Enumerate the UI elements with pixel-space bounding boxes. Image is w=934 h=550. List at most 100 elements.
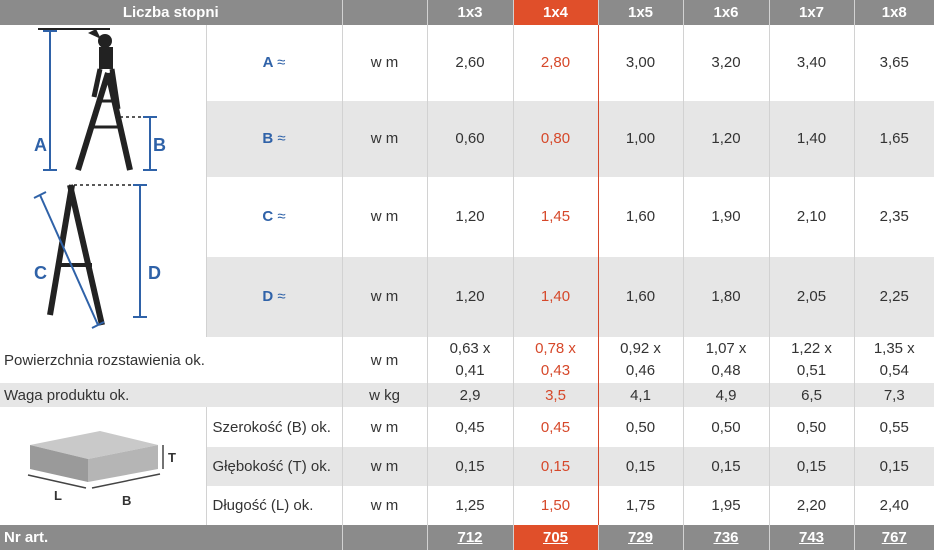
value-cell: 1,07 x 0,48 [683,337,770,383]
value-cell: 0,50 [598,407,684,448]
unit-cell: w m [342,100,428,177]
value-cell: 2,35 [879,208,909,226]
value-cell: 1,00 [598,100,684,177]
value-cell: 3,65 [879,54,909,72]
table-row: D ≈ w m 1,20 1,40 1,60 1,80 2,05 2,25 [0,256,934,337]
col-header: 1x5 [598,0,684,25]
value-cell-highlighted: 1,50 [512,486,599,525]
unit-cell: w m [342,256,428,337]
value-cell-highlighted: 1,45 [512,176,599,257]
value-cell: 2,20 [769,486,855,525]
value-cell-highlighted: 3,5 [512,383,599,407]
value-cell: 3,00 [598,25,684,101]
value-cell: 1,35 x 0,54 [873,340,915,379]
article-cell: 743 [769,525,855,550]
value-cell: 0,15 [769,447,855,486]
unit-cell: w m [342,176,428,257]
value-cell-highlighted: 2,80 [512,25,599,101]
value-cell: 0,92 x 0,46 [598,337,684,383]
article-cell: 767 [854,525,934,550]
value-cell: 7,3 [854,383,934,407]
header-label: Liczba stopni [0,0,343,25]
value-cell: 4,1 [598,383,684,407]
article-link[interactable]: 767 [881,529,907,546]
value-cell: 1,22 x 0,51 [769,337,855,383]
value-cell: 1,40 [769,100,855,177]
value-cell: 2,05 [769,256,855,337]
article-cell: 736 [683,525,770,550]
value-cell-highlighted: 0,78 x 0,43 [512,337,599,383]
value-cell: 0,60 [427,100,514,177]
value-cell: 1,65 [854,100,934,177]
value-cell: 1,80 [683,256,770,337]
value-cell: 1,60 [598,256,684,337]
value-cell: 3,20 [683,25,770,101]
value-cell-highlighted: 1,40 [512,256,599,337]
value-cell: 1,25 [427,486,514,525]
table-row: Głębokość (T) ok. w m 0,15 0,15 0,15 0,1… [0,447,934,486]
article-link[interactable]: 736 [713,529,739,546]
value-cell: 0,15 [427,447,514,486]
row-label-length: Długość (L) ok. [206,486,343,525]
value-cell-highlighted: 0,45 [512,407,599,448]
value-cell: 0,50 [769,407,855,448]
value-cell: 1,90 [683,176,770,257]
value-cell: 0,15 [683,447,770,486]
col-header-highlighted: 1x4 [513,0,599,25]
row-label-depth: Głębokość (T) ok. [206,447,343,486]
value-cell: 1,20 [683,100,770,177]
row-label-a: A ≈ [206,25,343,101]
package-diagram-svg: T L B [27,431,176,508]
table-row: Powierzchnia rozstawienia ok. w m 0,63 x… [0,337,934,383]
value-cell: 2,10 [769,176,855,257]
value-cell: 4,9 [683,383,770,407]
package-diagram: T L B [0,407,207,525]
article-cell: 729 [598,525,684,550]
value-cell: 2,40 [879,497,909,514]
unit-cell: w m [342,407,428,448]
table-row: T L B Szerokość (B) ok. w m 0,45 0,45 0,… [0,407,934,525]
value-cell: 0,55 [879,418,909,436]
value-cell: 3,40 [769,25,855,101]
value-cell: 0,15 [854,447,934,486]
col-header: 1x7 [769,0,855,25]
unit-cell: w m [342,447,428,486]
article-link[interactable]: 705 [542,529,569,546]
article-link[interactable]: 729 [627,529,654,546]
col-header: 1x6 [683,0,770,25]
value-cell-highlighted: 0,80 [512,100,599,177]
footer-unit-blank [342,525,428,550]
table-row: Długość (L) ok. w m 1,25 1,50 1,75 1,95 … [0,486,934,525]
article-cell-highlighted: 705 [513,525,599,550]
row-label-b: B ≈ [206,100,343,177]
article-link[interactable]: 743 [798,529,825,546]
value-cell: 0,15 [598,447,684,486]
dim-letter: L [54,488,62,503]
article-cell: 712 [427,525,514,550]
value-cell: 0,45 [427,407,514,448]
header-unit-blank [342,0,428,25]
value-cell: 2,25 [854,256,934,337]
table-row: A B [0,25,934,337]
row-label-d: D ≈ [206,256,343,337]
footer-row: Nr art. 712 705 729 736 743 767 [0,525,934,550]
value-cell: 0,50 [683,407,770,448]
value-cell: 2,60 [427,25,514,101]
value-cell: 1,95 [683,486,770,525]
row-label-width: Szerokość (B) ok. [206,407,343,448]
value-cell: 1,60 [598,176,684,257]
row-label-weight: Waga produktu ok. [0,383,343,407]
value-cell-highlighted: 0,15 [512,447,599,486]
ladder-diagram: A B [0,25,207,337]
unit-cell: w kg [342,383,428,407]
table-row: C ≈ w m 1,20 1,45 1,60 1,90 2,10 2,35 [0,176,934,257]
unit-cell: w m [342,337,428,383]
row-label-surface: Powierzchnia rozstawienia ok. [0,337,343,383]
unit-cell: w m [342,486,428,525]
col-header: 1x8 [854,0,934,25]
ladder-diagram-svg: A B [33,28,166,329]
article-link[interactable]: 712 [457,529,483,546]
dim-letter: C [34,263,47,283]
value-cell: 6,5 [769,383,855,407]
